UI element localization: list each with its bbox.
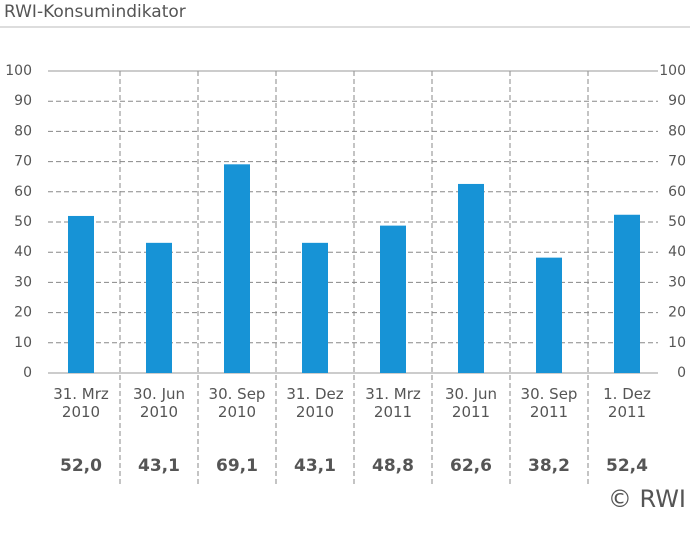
- y-tick-label: 10: [14, 335, 32, 351]
- bar: [68, 215, 94, 373]
- y-tick-label: 70: [14, 154, 32, 170]
- x-tick-label: 31. Dez 2010: [286, 385, 344, 421]
- y-tick-label: 90: [14, 93, 32, 109]
- y-tick-label: 60: [14, 184, 32, 200]
- x-tick-label: 30. Jun 2011: [444, 385, 498, 421]
- y-tick-label-right: 30: [668, 274, 686, 290]
- x-tick-label: 30. Sep 2010: [208, 385, 266, 421]
- x-tick-label: 31. Mrz 2011: [365, 385, 421, 421]
- bar: [536, 257, 562, 373]
- value-label: 43,1: [138, 456, 180, 476]
- bar: [224, 164, 250, 373]
- y-tick-label-right: 100: [659, 63, 686, 79]
- y-tick-label-right: 60: [668, 184, 686, 200]
- y-tick-label: 80: [14, 123, 32, 139]
- chart-title: RWI-Konsumindikator: [4, 2, 186, 22]
- y-tick-label-right: 50: [668, 214, 686, 230]
- x-tick-label: 30. Sep 2011: [520, 385, 578, 421]
- value-label: 48,8: [372, 456, 414, 476]
- value-label: 38,2: [528, 456, 570, 476]
- y-tick-label-right: 80: [668, 123, 686, 139]
- y-tick-label-right: 0: [677, 365, 686, 381]
- y-tick-label-right: 40: [668, 244, 686, 260]
- y-tick-label: 50: [14, 214, 32, 230]
- x-tick-label: 1. Dez 2011: [603, 385, 651, 421]
- x-tick-label: 30. Jun 2010: [132, 385, 186, 421]
- y-tick-label: 40: [14, 244, 32, 260]
- y-tick-label: 30: [14, 274, 32, 290]
- x-tick-label: 31. Mrz 2010: [53, 385, 109, 421]
- bar: [302, 242, 328, 373]
- bar: [380, 225, 406, 373]
- value-label: 62,6: [450, 456, 492, 476]
- bar: [146, 242, 172, 373]
- bar: [458, 183, 484, 373]
- y-tick-label-right: 70: [668, 154, 686, 170]
- y-tick-label: 100: [5, 63, 32, 79]
- value-label: 43,1: [294, 456, 336, 476]
- y-tick-label-right: 90: [668, 93, 686, 109]
- y-tick-label-right: 10: [668, 335, 686, 351]
- y-tick-label-right: 20: [668, 305, 686, 321]
- value-label: 69,1: [216, 456, 258, 476]
- y-tick-label: 20: [14, 305, 32, 321]
- bar: [614, 214, 640, 373]
- value-label: 52,0: [60, 456, 102, 476]
- y-tick-label: 0: [23, 365, 32, 381]
- value-label: 52,4: [606, 456, 648, 476]
- credit: © RWI: [608, 485, 686, 513]
